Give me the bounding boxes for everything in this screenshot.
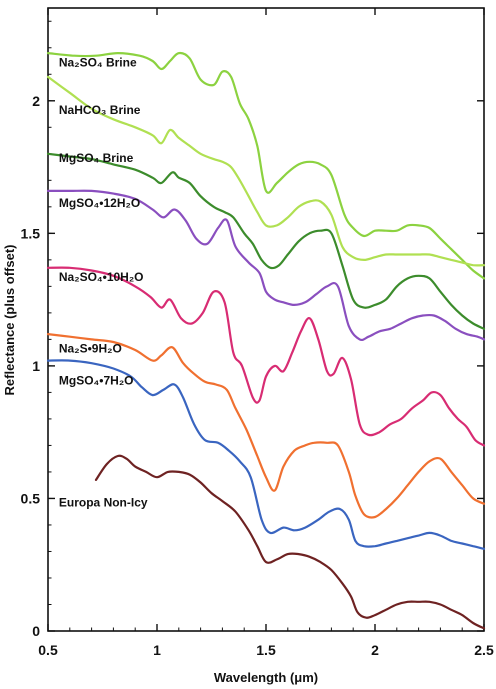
y-axis-title: Reflectance (plus offset) bbox=[2, 245, 17, 396]
series-line-europa-non-icy bbox=[94, 454, 486, 630]
labels-layer: Na₂SO₄ Brine NaHCO₃ Brine MgSO₄ Brine MgSO₄… bbox=[59, 55, 148, 509]
series-label-mgso-12h-o: MgSO₄•12H₂O bbox=[59, 196, 140, 210]
series-line-na-so-10h-o bbox=[46, 266, 486, 447]
series-label-na-so-10h-o: Na₂SO₄•10H₂O bbox=[59, 270, 144, 284]
plot-area-frame bbox=[47, 7, 485, 632]
series-line-mgso-brine bbox=[46, 152, 486, 330]
y-tick-label: 1 bbox=[32, 358, 40, 374]
series-line-na-so-brine bbox=[46, 51, 486, 280]
series-label-mgso-brine: MgSO₄ Brine bbox=[59, 151, 134, 165]
x-tick-label: 0.5 bbox=[38, 642, 58, 658]
series-label-europa-non-icy: Europa Non-Icy bbox=[59, 495, 148, 509]
x-tick-label: 2 bbox=[371, 642, 379, 658]
series-label-na-s-9h-o: Na₂S•9H₂O bbox=[59, 342, 122, 356]
y-tick-label: 2 bbox=[32, 93, 40, 109]
y-tick-label: 0.5 bbox=[21, 490, 41, 506]
series-layer bbox=[46, 51, 486, 630]
series-line-nahco-brine bbox=[46, 75, 486, 267]
x-tick-label: 1.5 bbox=[256, 642, 276, 658]
x-axis-title: Wavelength (μm) bbox=[214, 670, 318, 685]
y-tick-label: 0 bbox=[32, 623, 40, 639]
x-tick-label: 1 bbox=[153, 642, 161, 658]
series-label-nahco-brine: NaHCO₃ Brine bbox=[59, 103, 141, 117]
series-line-mgso-7h-o bbox=[46, 359, 486, 550]
x-tick-label: 2.5 bbox=[474, 642, 494, 658]
series-label-mgso-7h-o: MgSO₄•7H₂O bbox=[59, 373, 134, 387]
series-label-na-so-brine: Na₂SO₄ Brine bbox=[59, 55, 137, 69]
y-tick-label: 1.5 bbox=[21, 225, 41, 241]
series-line-na-s-9h-o bbox=[46, 333, 486, 519]
series-line-mgso-12h-o bbox=[46, 189, 486, 342]
